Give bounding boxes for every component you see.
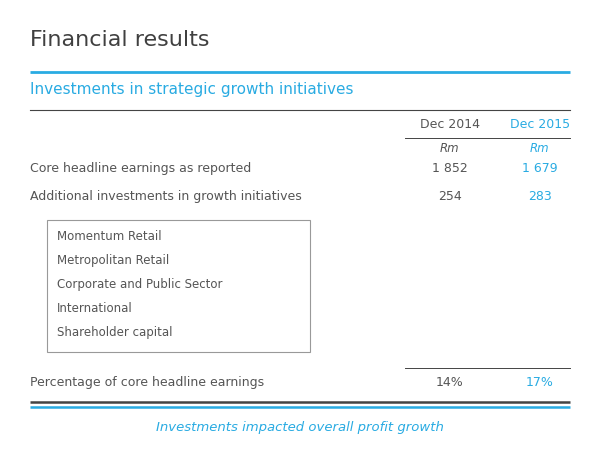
Text: 254: 254 <box>438 190 462 203</box>
Text: Rm: Rm <box>530 142 550 155</box>
Text: Dec 2014: Dec 2014 <box>420 118 480 131</box>
Text: Core headline earnings as reported: Core headline earnings as reported <box>30 162 251 175</box>
Bar <box>47 220 310 352</box>
Text: 283: 283 <box>528 190 552 203</box>
Text: Dec 2015: Dec 2015 <box>510 118 570 131</box>
Text: 14%: 14% <box>436 376 464 389</box>
Text: Additional investments in growth initiatives: Additional investments in growth initiat… <box>30 190 302 203</box>
Text: Corporate and Public Sector: Corporate and Public Sector <box>57 278 223 291</box>
Text: Shareholder capital: Shareholder capital <box>57 326 173 339</box>
Text: 1 679: 1 679 <box>522 162 558 175</box>
Text: Financial results: Financial results <box>30 30 209 50</box>
Text: Percentage of core headline earnings: Percentage of core headline earnings <box>30 376 264 389</box>
Text: Momentum Retail: Momentum Retail <box>57 230 161 243</box>
Text: Rm: Rm <box>440 142 460 155</box>
Text: Investments impacted overall profit growth: Investments impacted overall profit grow… <box>156 421 444 434</box>
Text: Investments in strategic growth initiatives: Investments in strategic growth initiati… <box>30 82 353 97</box>
Text: Metropolitan Retail: Metropolitan Retail <box>57 254 169 267</box>
Text: 1 852: 1 852 <box>432 162 468 175</box>
Text: 17%: 17% <box>526 376 554 389</box>
Text: International: International <box>57 302 133 315</box>
